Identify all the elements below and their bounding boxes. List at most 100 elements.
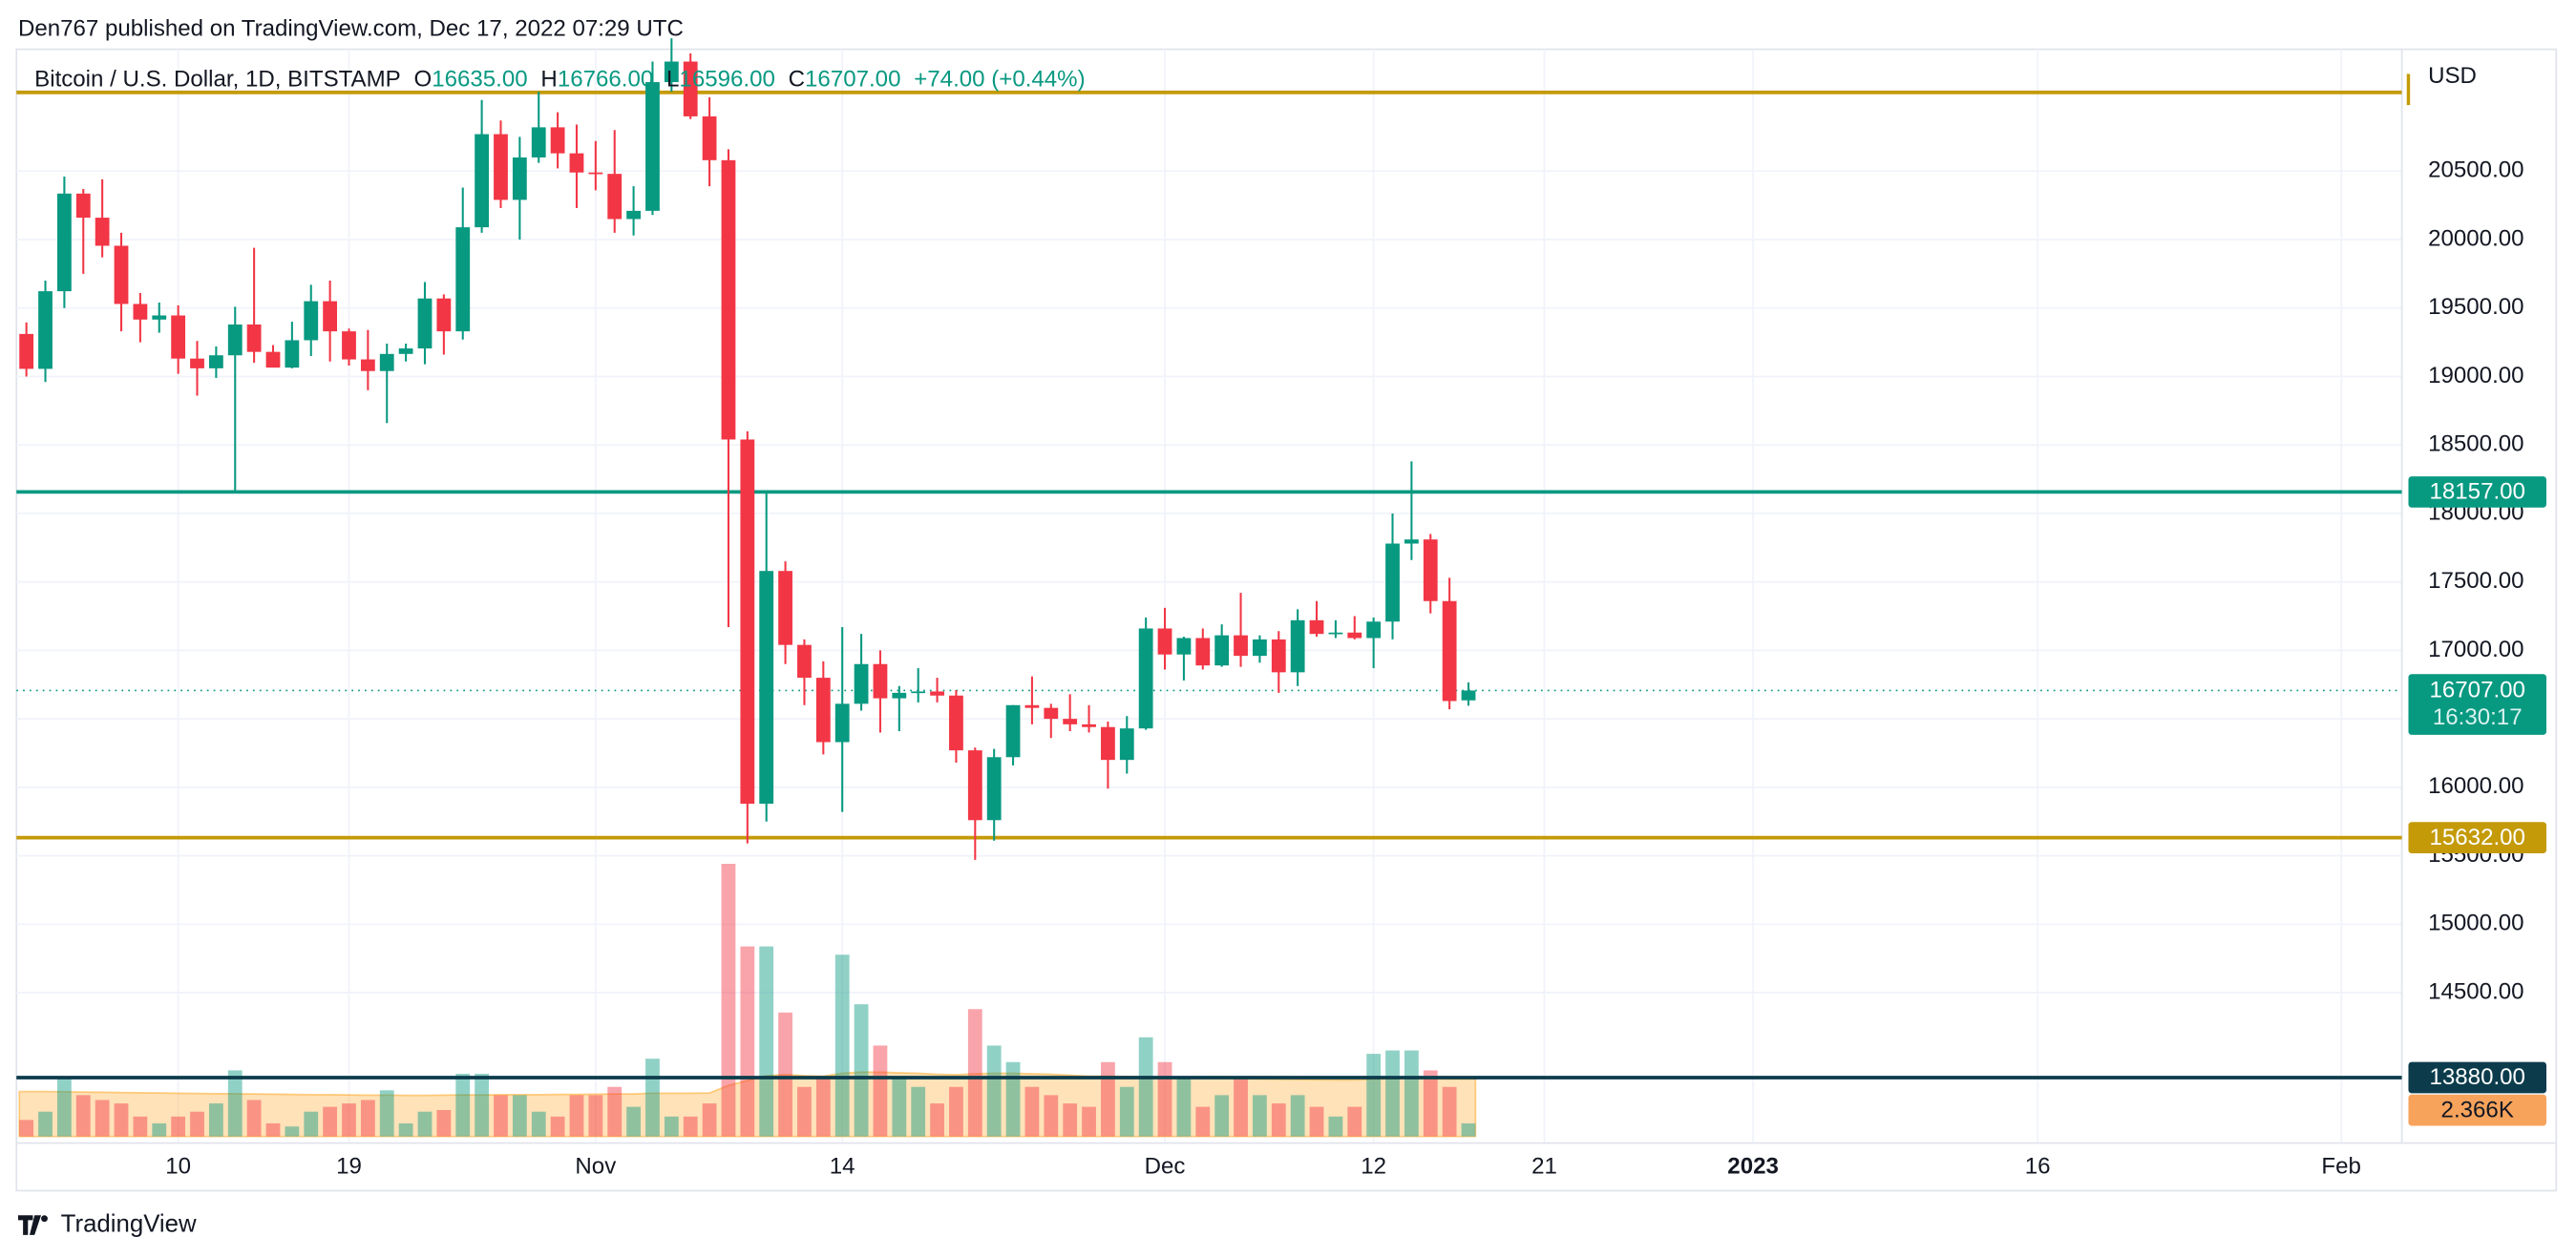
y-tick-label: 16000.00 bbox=[2428, 773, 2523, 799]
candle-body bbox=[1119, 728, 1134, 761]
volume-bar bbox=[683, 1116, 698, 1137]
candle-body bbox=[417, 298, 433, 349]
candle-body bbox=[1234, 635, 1248, 657]
candle-body bbox=[1214, 635, 1230, 666]
volume-bar bbox=[607, 1086, 623, 1137]
volume-bar bbox=[797, 1086, 812, 1137]
candle-body bbox=[512, 157, 527, 200]
candle-body bbox=[1195, 638, 1211, 666]
candle-body bbox=[815, 678, 831, 743]
candle-body bbox=[494, 134, 508, 200]
candle-body bbox=[1176, 638, 1192, 655]
horizontal-line-label: 18157.00 bbox=[2430, 479, 2525, 505]
legend-value: 16766.00 bbox=[558, 67, 653, 93]
candle-body bbox=[949, 695, 963, 751]
candle-body bbox=[892, 692, 907, 699]
candle-body bbox=[1138, 628, 1153, 729]
volume-bar bbox=[892, 1079, 907, 1137]
volume-bar bbox=[1404, 1050, 1419, 1137]
horizontal-line-label: 15632.00 bbox=[2430, 825, 2525, 850]
volume-bar bbox=[645, 1059, 660, 1137]
candle-body bbox=[1461, 690, 1476, 701]
candle-body bbox=[1082, 723, 1096, 727]
volume-bar bbox=[721, 864, 736, 1137]
candle-body bbox=[778, 571, 792, 645]
candle-body bbox=[797, 644, 812, 679]
y-tick-label: 18500.00 bbox=[2428, 431, 2523, 457]
candle-body bbox=[721, 159, 736, 440]
candle-body bbox=[550, 127, 565, 154]
volume-bar bbox=[1347, 1106, 1362, 1137]
candle-body bbox=[1271, 639, 1286, 673]
candle-body bbox=[56, 193, 72, 292]
legend-key: O bbox=[414, 67, 433, 93]
volume-bar bbox=[38, 1111, 53, 1137]
candle-body bbox=[702, 115, 717, 160]
candle-body bbox=[740, 439, 755, 805]
y-tick-label: 20000.00 bbox=[2428, 225, 2523, 251]
volume-bar bbox=[360, 1100, 375, 1137]
x-tick-label: Nov bbox=[575, 1154, 616, 1180]
x-tick-label: 10 bbox=[165, 1154, 191, 1180]
volume-bar bbox=[227, 1070, 243, 1137]
candle-body bbox=[1024, 704, 1040, 708]
volume-bar bbox=[1024, 1086, 1040, 1137]
candle-body bbox=[1347, 632, 1362, 639]
volume-bar bbox=[190, 1111, 204, 1137]
volume-bar bbox=[986, 1045, 1002, 1137]
candle-body bbox=[967, 750, 982, 821]
legend-change: +74.00 (+0.44%) bbox=[914, 67, 1085, 93]
y-tick-label: 19000.00 bbox=[2428, 363, 2523, 388]
volume-bar bbox=[1082, 1106, 1096, 1137]
candle-body bbox=[1290, 619, 1305, 673]
volume-bar bbox=[588, 1095, 603, 1137]
volume-bar bbox=[1423, 1070, 1438, 1137]
volume-bar bbox=[930, 1103, 944, 1137]
volume-bar bbox=[1442, 1086, 1457, 1137]
volume-bar bbox=[246, 1100, 262, 1137]
volume-bar bbox=[569, 1095, 584, 1137]
volume-bar bbox=[304, 1111, 319, 1137]
candle-body bbox=[246, 324, 262, 352]
volume-bar bbox=[342, 1103, 356, 1137]
last-price-label: 16707.00 bbox=[2430, 678, 2525, 703]
volume-bar bbox=[759, 946, 774, 1137]
frame bbox=[15, 48, 2558, 1192]
volume-bar bbox=[626, 1106, 641, 1137]
volume-bar bbox=[19, 1120, 34, 1137]
unit-box bbox=[2408, 58, 2546, 99]
candle-body bbox=[1157, 628, 1172, 655]
volume-bar bbox=[1063, 1103, 1078, 1137]
volume-bar bbox=[494, 1095, 508, 1137]
volume-bar bbox=[949, 1086, 963, 1137]
last-price-box bbox=[2408, 674, 2546, 735]
volume-bar bbox=[512, 1095, 527, 1137]
volume-bar bbox=[436, 1109, 452, 1137]
volume-bar bbox=[95, 1100, 110, 1137]
volume-bar bbox=[417, 1111, 433, 1137]
volume-bar bbox=[815, 1079, 831, 1137]
candle-body bbox=[1005, 704, 1021, 758]
candle-body bbox=[285, 340, 300, 368]
candle-body bbox=[607, 174, 623, 220]
candle-body bbox=[1385, 543, 1400, 622]
candle-body bbox=[1404, 539, 1419, 544]
candle-body bbox=[342, 331, 356, 360]
candle-body bbox=[1044, 707, 1059, 720]
candle-body bbox=[152, 315, 167, 320]
horizontal-line-label-box bbox=[2408, 1061, 2546, 1094]
candle-body bbox=[873, 663, 888, 699]
volume-bar bbox=[75, 1095, 91, 1137]
candle-body bbox=[360, 359, 375, 371]
volume-bar bbox=[1005, 1061, 1021, 1137]
volume-bar bbox=[911, 1086, 926, 1137]
volume-bar bbox=[1157, 1061, 1172, 1137]
candle-body bbox=[379, 353, 394, 371]
volume-bar bbox=[379, 1090, 394, 1137]
logo bbox=[17, 1215, 48, 1235]
volume-bar bbox=[265, 1122, 281, 1137]
candle-body bbox=[398, 348, 413, 354]
